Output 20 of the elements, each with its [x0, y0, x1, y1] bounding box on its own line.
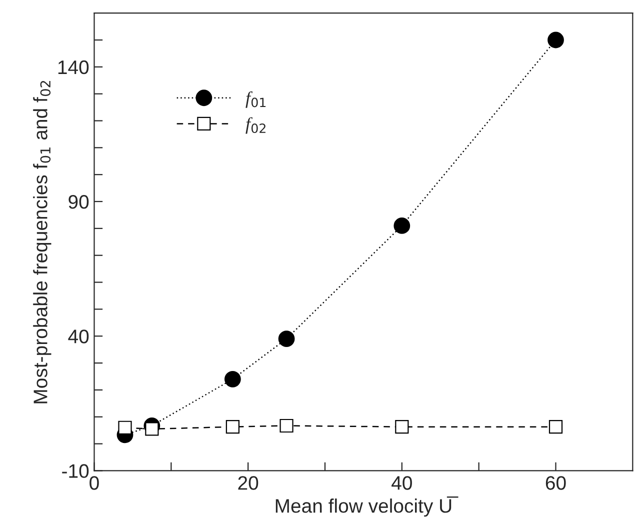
y-tick-label: -10 [62, 464, 89, 478]
point [278, 330, 295, 347]
x-tick-label: 40 [392, 476, 412, 490]
y-tick-label: 90 [68, 194, 89, 209]
y-axis-title: Most-probable frequencies f$_{01}$ and f$_{02}$ [33, 80, 52, 404]
x-axis-title: Mean flow velocity U̅ [276, 496, 458, 517]
legend-label: f$_{01}$ [246, 91, 266, 108]
point [226, 420, 240, 434]
point [145, 422, 159, 436]
x-tick-label: 20 [238, 476, 258, 490]
point [394, 218, 410, 234]
point [224, 370, 241, 388]
legend-label: f$_{02}$ [246, 117, 266, 134]
point [118, 420, 132, 434]
x-tick-label: 60 [546, 476, 566, 490]
point [548, 32, 564, 48]
y-tick-label: 40 [68, 330, 89, 344]
point [548, 420, 563, 434]
y-tick-label: 140 [58, 60, 89, 74]
x-tick-label: 0 [90, 476, 99, 490]
